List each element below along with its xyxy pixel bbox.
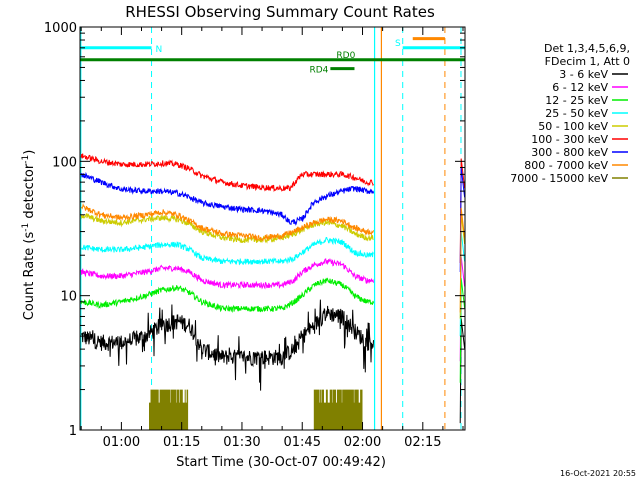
legend-entry-label: 7000 - 15000 keV [510, 172, 608, 185]
y-tick-label: 1 [69, 424, 77, 439]
legend-entry-label: 300 - 800 keV [531, 146, 608, 159]
y-axis-label: Count Rate (s-1 detector-1) [21, 150, 37, 321]
x-tick-label: 01:00 [103, 435, 140, 450]
legend-entry-label: 6 - 12 keV [552, 81, 608, 94]
y-axis-label-mid: detector [22, 163, 37, 223]
series-line [80, 257, 374, 290]
y-tick-label: 1000 [44, 21, 77, 36]
y-axis: 1 10 100 1000 [44, 21, 465, 439]
legend-entry-label: 100 - 300 keV [531, 133, 608, 146]
legend-entry-label: 12 - 25 keV [545, 94, 608, 107]
y-axis-label-sup1: -1 [21, 223, 31, 232]
x-tick-label: 01:15 [163, 435, 200, 450]
timestamp: 16-Oct-2021 20:55 [560, 469, 636, 478]
legend: Det 1,3,4,5,6,9,FDecim 1, Att 03 - 6 keV… [510, 42, 630, 185]
y-axis-label-sup2: -1 [21, 155, 31, 164]
series-line [80, 153, 374, 193]
legend-entry-label: 3 - 6 keV [559, 68, 608, 81]
series-line [80, 213, 374, 244]
x-axis: 01:00 01:15 01:30 01:45 02:00 02:15 [80, 27, 464, 450]
S-label: S [395, 39, 401, 49]
legend-entry-label: 50 - 100 keV [538, 120, 608, 133]
x-tick-label: 02:15 [404, 435, 441, 450]
series-line [80, 277, 374, 313]
series-line [80, 299, 374, 391]
y-tick-label: 100 [52, 155, 77, 170]
series-line [80, 171, 374, 226]
y-axis-label-main: Count Rate (s [22, 232, 37, 321]
plot-area: N S RD0 RD4 [80, 27, 466, 430]
RD4-label: RD4 [309, 66, 328, 76]
N-label: N [156, 45, 163, 55]
plot-frame [79, 26, 466, 431]
series-olive-noise [149, 389, 189, 430]
series-line [81, 202, 374, 242]
x-tick-label: 01:45 [284, 435, 321, 450]
x-tick-label: 01:30 [223, 435, 260, 450]
RD0-label: RD0 [336, 51, 355, 61]
y-tick-label: 10 [60, 290, 77, 305]
legend-entry-label: 800 - 7000 keV [524, 159, 608, 172]
legend-header: Det 1,3,4,5,6,9, [544, 42, 630, 55]
series-line [80, 236, 374, 266]
chart-title: RHESSI Observing Summary Count Rates [125, 3, 435, 21]
x-axis-label: Start Time (30-Oct-07 00:49:42) [176, 455, 386, 470]
series-tail [459, 207, 466, 313]
series-olive-noise [313, 389, 363, 430]
legend-header: FDecim 1, Att 0 [545, 55, 630, 68]
legend-entry-label: 25 - 50 keV [545, 107, 608, 120]
series-group [80, 153, 466, 430]
y-axis-label-end: ) [22, 150, 37, 155]
annotations: N S RD0 RD4 [80, 27, 465, 430]
x-tick-label: 02:00 [344, 435, 381, 450]
